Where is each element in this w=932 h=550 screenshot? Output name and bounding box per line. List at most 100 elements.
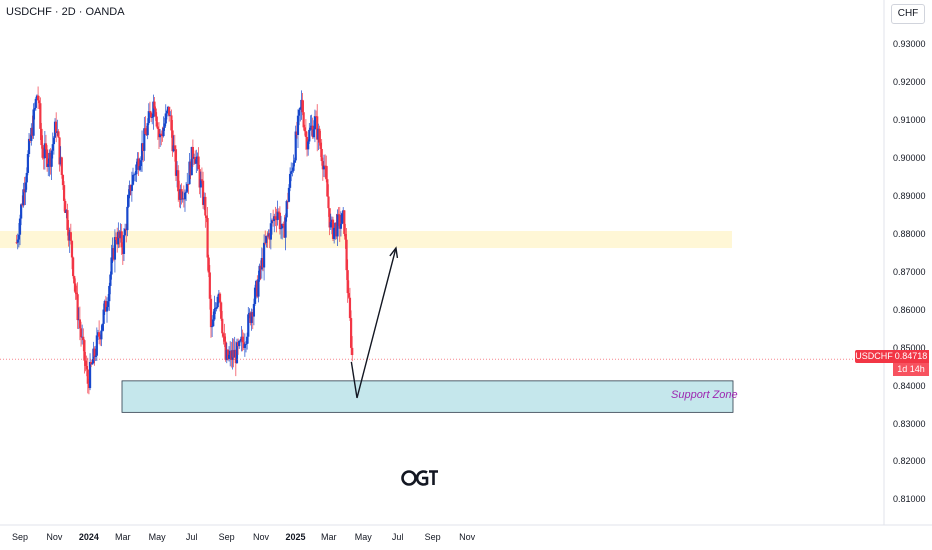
- candle-body: [343, 210, 346, 234]
- y-tick-label: 0.89000: [893, 190, 926, 201]
- candle-body: [62, 185, 66, 201]
- candle-body: [119, 231, 122, 239]
- candle-body: [283, 225, 286, 238]
- candle-body: [175, 170, 179, 176]
- candle-body: [290, 171, 293, 174]
- candle-body: [181, 198, 184, 200]
- candle-body: [148, 111, 152, 113]
- symbol-title[interactable]: USDCHF · 2D · OANDA: [6, 6, 125, 18]
- candle-body: [157, 128, 161, 138]
- candle-body: [23, 189, 26, 193]
- candle-body: [110, 257, 113, 275]
- x-tick-label: Nov: [253, 532, 270, 542]
- candle-body: [177, 170, 180, 192]
- y-tick-label: 0.90000: [893, 152, 926, 163]
- candle-body: [151, 117, 154, 119]
- candle-body: [248, 312, 251, 315]
- candle-body: [32, 109, 35, 136]
- candle-body: [51, 144, 54, 151]
- candle-body: [203, 196, 206, 205]
- candle-body: [256, 280, 259, 297]
- candle-body: [154, 108, 157, 117]
- support-zone-label: Support Zone: [671, 389, 738, 401]
- candle-body: [67, 230, 70, 241]
- candle-body: [41, 145, 44, 158]
- candle-body: [87, 383, 91, 389]
- candle-body: [162, 127, 165, 137]
- candle-body: [274, 216, 277, 220]
- x-tick-label: 2024: [78, 532, 99, 542]
- candle-body: [84, 360, 87, 366]
- candle-body: [195, 159, 198, 164]
- candle-body: [281, 223, 284, 229]
- resistance-zone: [0, 230, 732, 249]
- candle-body: [272, 220, 275, 222]
- currency-button[interactable]: CHF: [891, 4, 925, 24]
- candle-body: [214, 308, 217, 309]
- candle-body: [201, 180, 205, 205]
- candlestick-series: [15, 86, 354, 395]
- candle-body: [18, 218, 22, 235]
- candle-body: [287, 187, 291, 202]
- y-tick-label: 0.84000: [893, 380, 926, 391]
- candle-body: [244, 343, 248, 345]
- candle-body: [50, 150, 53, 167]
- candle-body: [121, 247, 124, 254]
- candle-body: [344, 233, 347, 240]
- candle-body: [107, 301, 110, 307]
- candle-body: [108, 285, 111, 302]
- candle-body: [318, 128, 321, 143]
- candle-body: [309, 127, 312, 130]
- candle-body: [75, 292, 78, 295]
- candle-body: [83, 340, 86, 361]
- candle-body: [70, 240, 74, 258]
- candle-body: [197, 156, 200, 170]
- candle-body: [120, 231, 123, 248]
- candle-body: [243, 344, 246, 348]
- candle-body: [349, 318, 353, 348]
- candle-body: [20, 204, 23, 219]
- candle-body: [34, 98, 37, 108]
- candle-body: [140, 143, 144, 161]
- candle-body: [139, 160, 143, 166]
- candle-body: [92, 348, 95, 364]
- candle-body: [104, 301, 107, 312]
- candle-body: [231, 350, 234, 360]
- candle-body: [222, 333, 225, 337]
- candle-body: [117, 231, 120, 245]
- x-tick-label: May: [148, 532, 166, 542]
- candle-body: [303, 127, 306, 132]
- candle-body: [136, 158, 139, 165]
- candle-body: [186, 184, 189, 192]
- x-tick-label: Nov: [46, 532, 63, 542]
- candle-body: [314, 116, 318, 117]
- candle-body: [294, 131, 297, 161]
- candle-body: [199, 179, 202, 188]
- candle-body: [275, 219, 278, 221]
- candle-body: [165, 111, 169, 114]
- y-tick-label: 0.81000: [893, 494, 926, 505]
- candle-body: [48, 152, 51, 164]
- candle-body: [345, 239, 348, 271]
- candle-body: [86, 369, 89, 384]
- candle-body: [123, 228, 127, 236]
- candle-body: [99, 336, 102, 340]
- candle-body: [125, 228, 128, 231]
- candle-body: [270, 220, 274, 224]
- candle-body: [301, 99, 304, 113]
- candle-body: [33, 107, 36, 110]
- x-tick-label: Mar: [114, 532, 131, 542]
- y-tick-label: 0.88000: [893, 228, 926, 239]
- y-tick-label: 0.91000: [893, 114, 926, 125]
- candle-body: [38, 100, 41, 104]
- candle-body: [212, 319, 215, 327]
- candle-body: [262, 242, 266, 268]
- candle-body: [16, 239, 19, 243]
- candle-body: [96, 332, 100, 336]
- candle-body: [205, 215, 208, 218]
- candle-body: [64, 200, 67, 213]
- candle-body: [105, 306, 109, 312]
- candle-body: [61, 174, 65, 186]
- candle-body: [94, 355, 97, 357]
